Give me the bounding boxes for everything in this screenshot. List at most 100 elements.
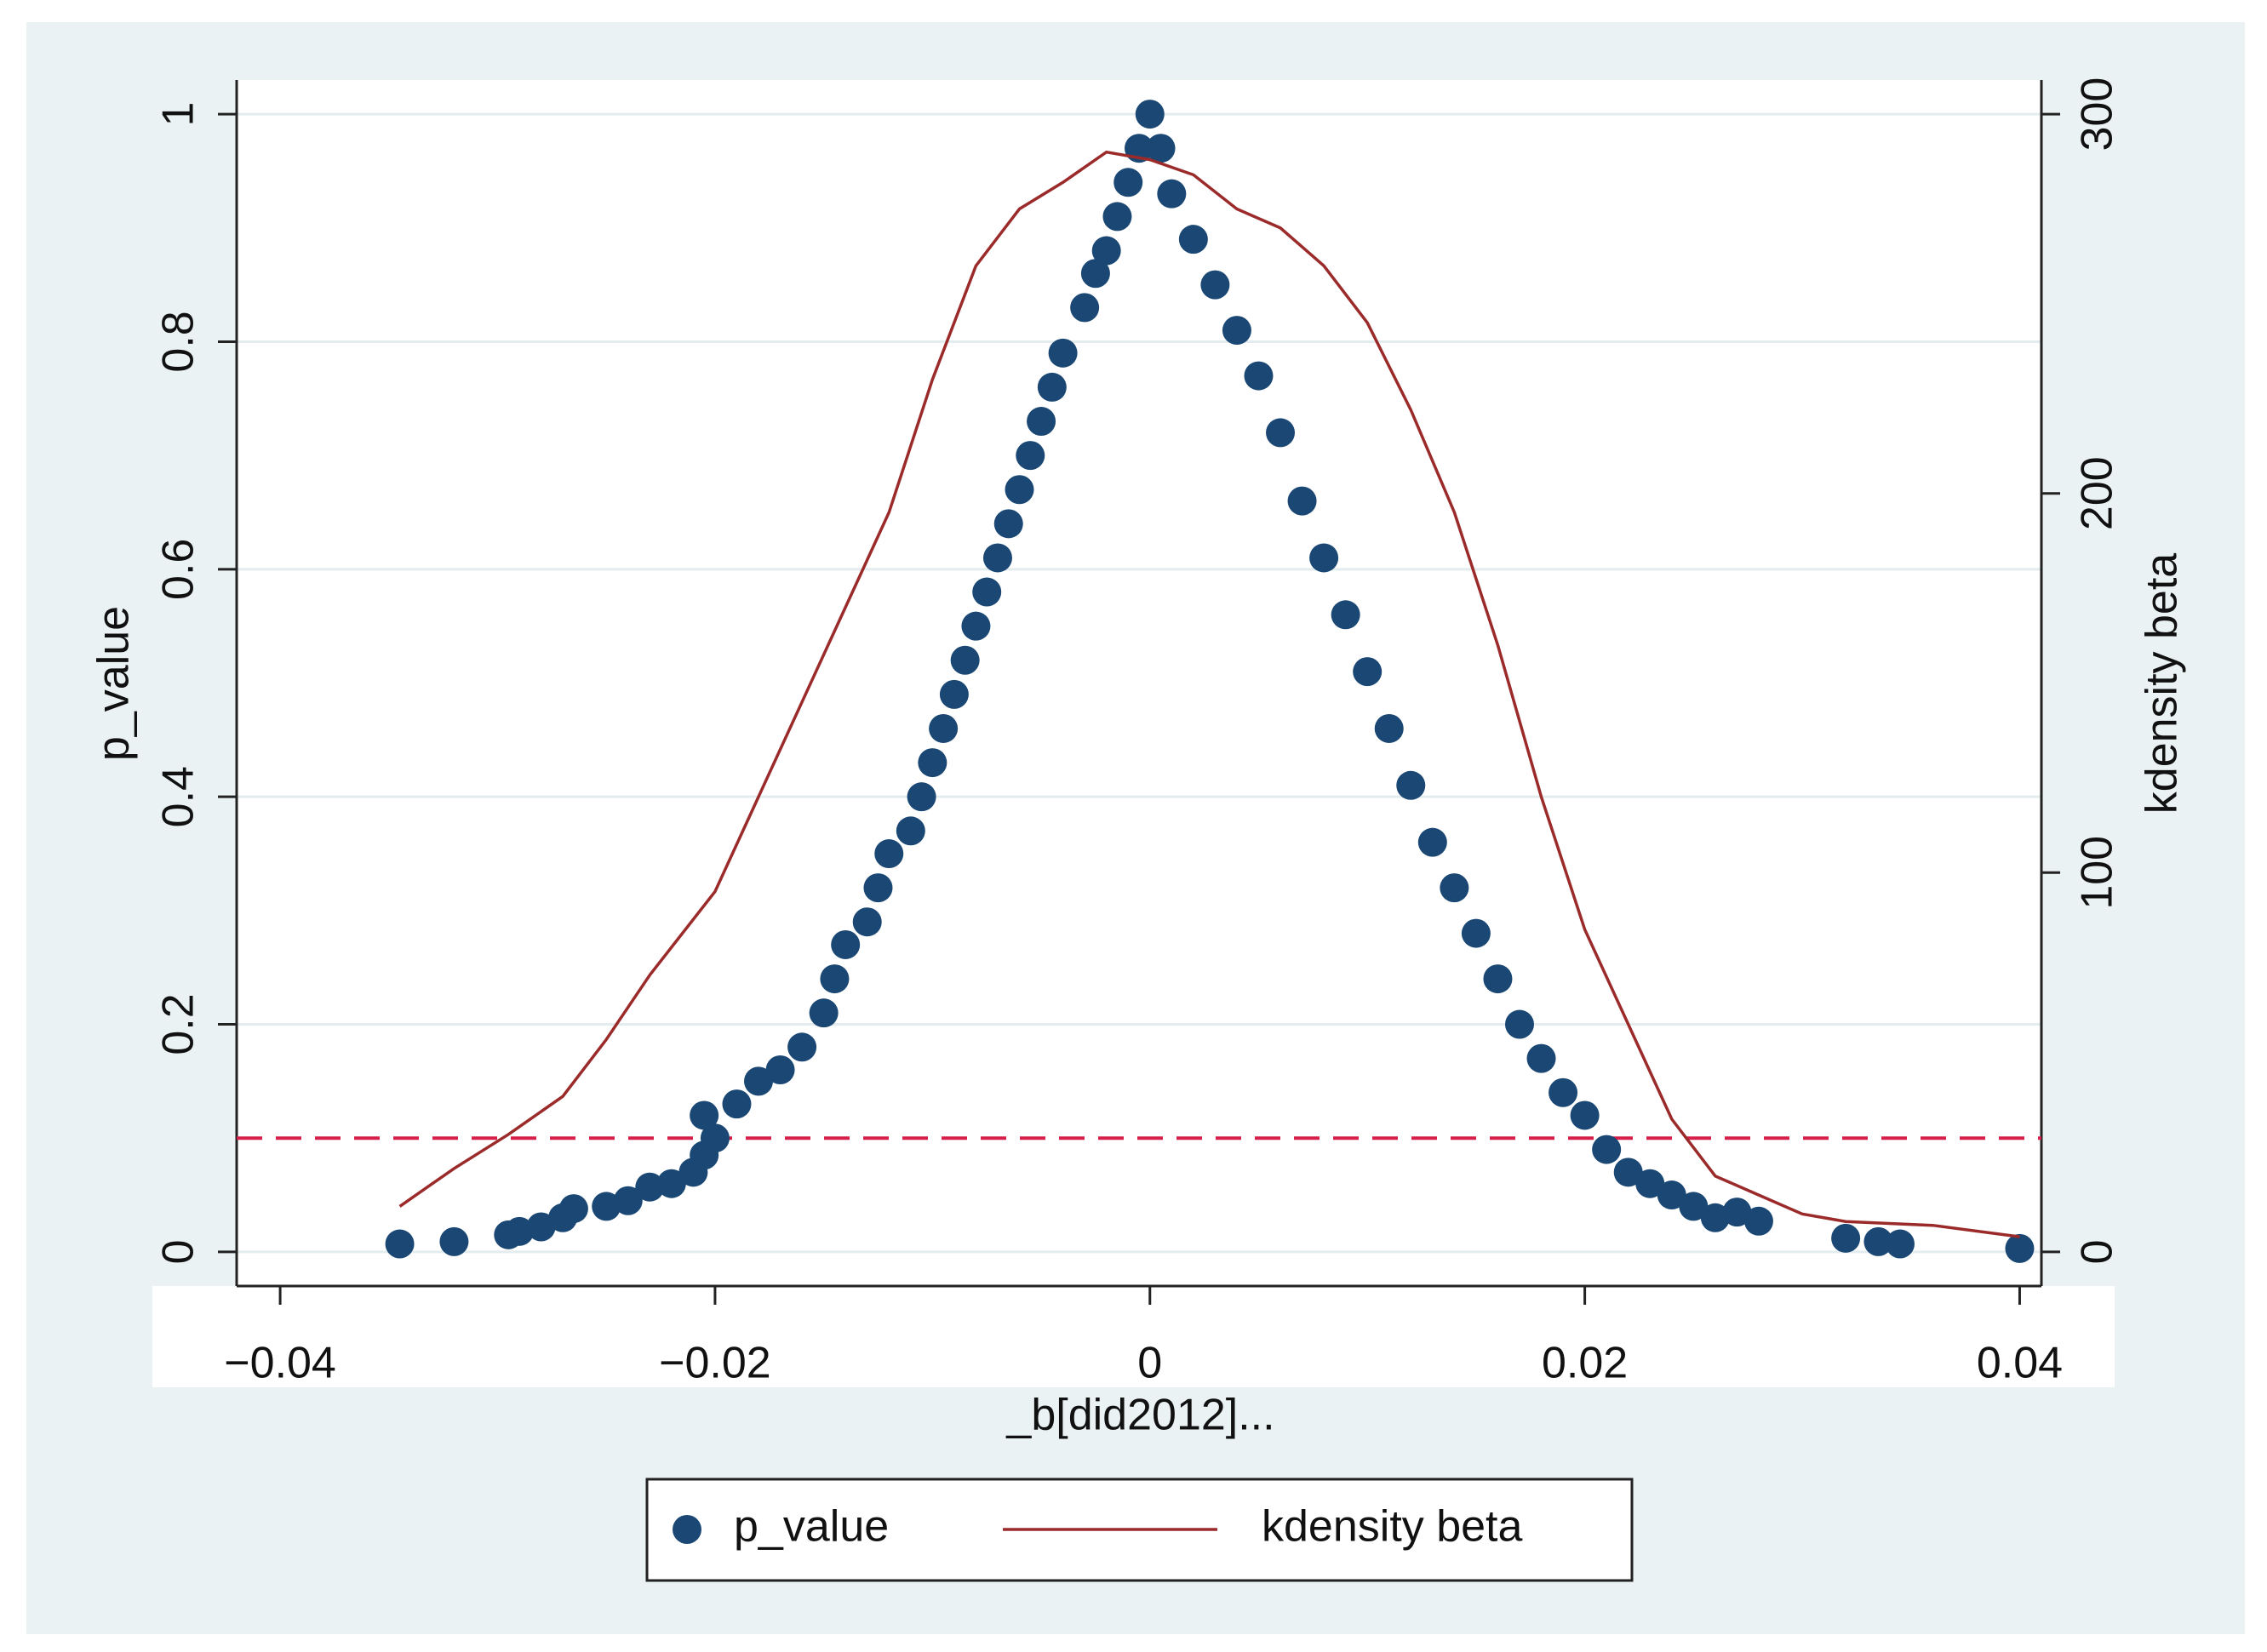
point [1504, 1009, 1534, 1039]
point [1440, 873, 1469, 903]
y-tick-label: 1 [154, 102, 203, 127]
point [1027, 407, 1056, 437]
point [1135, 100, 1165, 129]
point [613, 1186, 643, 1215]
x-axis-title: _b[did2012]... [1005, 1391, 1274, 1440]
point [592, 1192, 621, 1221]
y2-axis-title: kdensity beta [2138, 553, 2187, 814]
point [558, 1194, 588, 1224]
point [874, 839, 904, 869]
point [1200, 270, 1230, 300]
point [656, 1169, 686, 1198]
point [863, 873, 893, 903]
y2-tick-label: 300 [2073, 77, 2122, 151]
point [1722, 1198, 1752, 1227]
point [1016, 441, 1045, 471]
point [439, 1226, 469, 1256]
y-axis-title: p_value [89, 606, 139, 761]
point [852, 907, 882, 937]
point [1831, 1223, 1861, 1253]
point [1635, 1169, 1665, 1198]
plot-area [237, 80, 2041, 1286]
point [1070, 293, 1100, 323]
line [398, 150, 2020, 1238]
point [1461, 918, 1491, 948]
point [982, 543, 1012, 573]
point [820, 964, 850, 994]
point [1309, 543, 1339, 573]
point [950, 645, 980, 675]
point [1549, 1078, 1578, 1107]
point [1679, 1192, 1709, 1221]
point [700, 1123, 730, 1153]
point [505, 1216, 535, 1246]
point [1331, 600, 1360, 630]
x-tick-label: 0.02 [1542, 1339, 1628, 1388]
point [918, 748, 947, 778]
point [1592, 1135, 1622, 1164]
point [1037, 372, 1067, 402]
point [385, 1229, 415, 1259]
point [1885, 1229, 1915, 1259]
point [690, 1100, 719, 1130]
point [993, 509, 1023, 539]
point [1743, 1206, 1773, 1236]
point [896, 816, 925, 846]
point [907, 782, 936, 812]
x-tick-label: 0 [1137, 1339, 1162, 1388]
y2-tick-label: 200 [2073, 456, 2122, 530]
point [1080, 259, 1110, 289]
legend-label: p_value [734, 1502, 889, 1552]
point [1048, 338, 1078, 368]
x-tick-label: 0.04 [1977, 1339, 2063, 1388]
y-tick-label: 0.2 [154, 993, 203, 1055]
point [961, 611, 991, 641]
y2-tick-label: 0 [2073, 1239, 2122, 1264]
legend-label: kdensity beta [1262, 1502, 1522, 1552]
point [1244, 361, 1274, 391]
point [809, 998, 839, 1028]
point [1353, 657, 1383, 687]
y2-tick-label: 100 [2073, 836, 2122, 910]
point [831, 929, 861, 959]
y-tick-label: 0.6 [154, 539, 203, 600]
point [1570, 1100, 1600, 1130]
point [1102, 202, 1132, 232]
point [1700, 1203, 1730, 1232]
point [1005, 475, 1034, 505]
y-tick-label: 0.8 [154, 311, 203, 372]
point [1483, 964, 1513, 994]
point [1113, 168, 1143, 197]
y-tick-label: 0 [154, 1239, 203, 1264]
point [1266, 418, 1296, 448]
point [1157, 179, 1187, 209]
x-tick-label: −0.02 [659, 1339, 771, 1388]
point [1657, 1180, 1686, 1210]
legend-marker [673, 1515, 701, 1544]
point [744, 1066, 774, 1096]
point [635, 1172, 665, 1202]
point [722, 1089, 752, 1119]
point [1287, 486, 1317, 516]
point [1863, 1226, 1893, 1256]
point [1396, 770, 1426, 800]
point [1417, 827, 1447, 857]
point [939, 679, 969, 709]
point [1526, 1043, 1556, 1073]
point [1178, 225, 1208, 254]
x-axis-area [152, 1286, 2115, 1387]
point [972, 577, 1002, 607]
point [1613, 1158, 1643, 1187]
point [765, 1055, 795, 1085]
y-tick-label: 0.4 [154, 766, 203, 827]
point [2005, 1233, 2035, 1263]
point [929, 713, 959, 743]
point [787, 1032, 817, 1062]
point [1222, 316, 1251, 346]
x-tick-label: −0.04 [224, 1339, 336, 1388]
point [526, 1212, 556, 1242]
point [1091, 236, 1121, 266]
point [1146, 134, 1176, 163]
point [1374, 713, 1404, 743]
